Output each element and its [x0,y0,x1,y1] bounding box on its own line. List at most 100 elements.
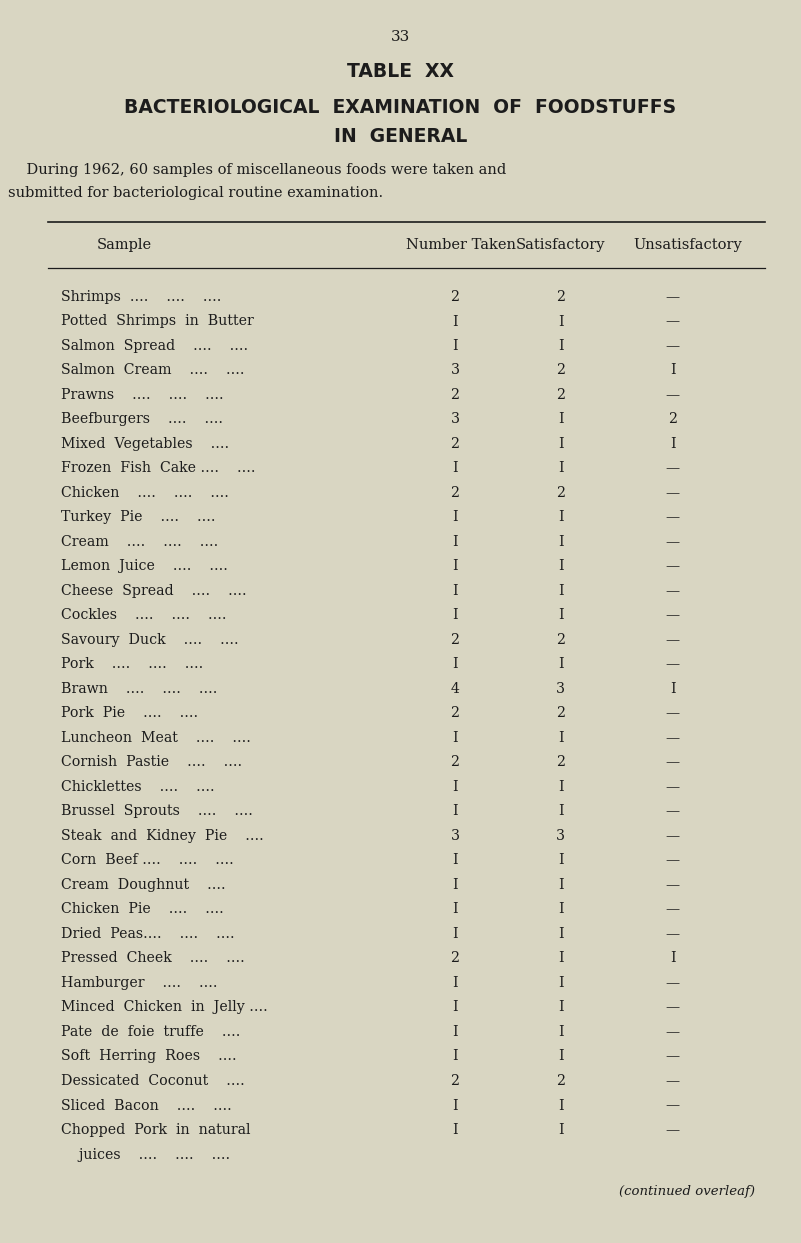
Text: 2: 2 [450,756,460,769]
Text: I: I [557,731,564,745]
Text: —: — [666,756,680,769]
Text: 2: 2 [556,290,566,305]
Text: Turkey  Pie    ....    ....: Turkey Pie .... .... [61,511,215,525]
Text: I: I [670,682,676,696]
Text: —: — [666,388,680,401]
Text: —: — [666,559,680,573]
Text: Brawn    ....    ....    ....: Brawn .... .... .... [61,682,217,696]
Text: 3: 3 [556,829,566,843]
Text: Pressed  Cheek    ....    ....: Pressed Cheek .... .... [61,951,244,966]
Text: 2: 2 [556,363,566,378]
Text: I: I [452,559,458,573]
Text: Lemon  Juice    ....    ....: Lemon Juice .... .... [61,559,227,573]
Text: (continued overleaf): (continued overleaf) [619,1185,755,1198]
Text: Cream  Doughnut    ....: Cream Doughnut .... [61,878,226,892]
Text: —: — [666,633,680,648]
Text: —: — [666,1074,680,1088]
Text: IN  GENERAL: IN GENERAL [334,127,467,145]
Text: 2: 2 [450,706,460,721]
Text: Savoury  Duck    ....    ....: Savoury Duck .... .... [61,633,239,648]
Text: Potted  Shrimps  in  Butter: Potted Shrimps in Butter [61,314,254,328]
Text: 2: 2 [556,486,566,500]
Text: 3: 3 [450,363,460,378]
Text: —: — [666,534,680,549]
Text: —: — [666,1099,680,1112]
Text: 2: 2 [450,290,460,305]
Text: 2: 2 [556,388,566,401]
Text: Hamburger    ....    ....: Hamburger .... .... [61,976,217,989]
Text: —: — [666,609,680,623]
Text: Brussel  Sprouts    ....    ....: Brussel Sprouts .... .... [61,804,253,818]
Text: Chicklettes    ....    ....: Chicklettes .... .... [61,781,215,794]
Text: —: — [666,290,680,305]
Text: Cream    ....    ....    ....: Cream .... .... .... [61,534,218,549]
Text: I: I [557,413,564,426]
Text: juices    ....    ....    ....: juices .... .... .... [61,1147,230,1161]
Text: Cornish  Pastie    ....    ....: Cornish Pastie .... .... [61,756,242,769]
Text: I: I [557,559,564,573]
Text: Minced  Chicken  in  Jelly ....: Minced Chicken in Jelly .... [61,1001,268,1014]
Text: I: I [452,902,458,916]
Text: I: I [452,731,458,745]
Text: I: I [557,1099,564,1112]
Text: I: I [452,314,458,328]
Text: Chopped  Pork  in  natural: Chopped Pork in natural [61,1122,251,1137]
Text: Mixed  Vegetables    ....: Mixed Vegetables .... [61,438,229,451]
Text: I: I [670,951,676,966]
Text: Pork  Pie    ....    ....: Pork Pie .... .... [61,706,198,721]
Text: Salmon  Cream    ....    ....: Salmon Cream .... .... [61,363,244,378]
Text: Prawns    ....    ....    ....: Prawns .... .... .... [61,388,223,401]
Text: I: I [557,1122,564,1137]
Text: I: I [557,781,564,794]
Text: 2: 2 [556,756,566,769]
Text: I: I [452,1001,458,1014]
Text: I: I [452,1025,458,1039]
Text: I: I [452,878,458,892]
Text: I: I [452,339,458,353]
Text: Luncheon  Meat    ....    ....: Luncheon Meat .... .... [61,731,251,745]
Text: —: — [666,486,680,500]
Text: 2: 2 [556,633,566,648]
Text: —: — [666,878,680,892]
Text: 2: 2 [450,486,460,500]
Text: —: — [666,706,680,721]
Text: I: I [557,1049,564,1064]
Text: I: I [670,438,676,451]
Text: Dried  Peas....    ....    ....: Dried Peas.... .... .... [61,927,235,941]
Text: I: I [557,1025,564,1039]
Text: Pork    ....    ....    ....: Pork .... .... .... [61,658,203,671]
Text: I: I [557,854,564,868]
Text: 2: 2 [556,1074,566,1088]
Text: I: I [557,1001,564,1014]
Text: 3: 3 [450,413,460,426]
Text: I: I [452,804,458,818]
Text: 2: 2 [450,633,460,648]
Text: I: I [557,314,564,328]
Text: I: I [557,511,564,525]
Text: I: I [452,781,458,794]
Text: submitted for bacteriological routine examination.: submitted for bacteriological routine ex… [7,186,383,200]
Text: I: I [557,339,564,353]
Text: I: I [557,609,564,623]
Text: —: — [666,927,680,941]
Text: —: — [666,1049,680,1064]
Text: I: I [452,1122,458,1137]
Text: BACTERIOLOGICAL  EXAMINATION  OF  FOODSTUFFS: BACTERIOLOGICAL EXAMINATION OF FOODSTUFF… [124,98,677,117]
Text: 3: 3 [450,829,460,843]
Text: I: I [452,927,458,941]
Text: —: — [666,976,680,989]
Text: I: I [557,584,564,598]
Text: Cheese  Spread    ....    ....: Cheese Spread .... .... [61,584,247,598]
Text: —: — [666,804,680,818]
Text: —: — [666,1122,680,1137]
Text: Dessicated  Coconut    ....: Dessicated Coconut .... [61,1074,244,1088]
Text: I: I [452,976,458,989]
Text: TABLE  XX: TABLE XX [347,62,454,81]
Text: —: — [666,854,680,868]
Text: Soft  Herring  Roes    ....: Soft Herring Roes .... [61,1049,236,1064]
Text: 2: 2 [556,706,566,721]
Text: —: — [666,902,680,916]
Text: I: I [557,804,564,818]
Text: —: — [666,658,680,671]
Text: I: I [452,511,458,525]
